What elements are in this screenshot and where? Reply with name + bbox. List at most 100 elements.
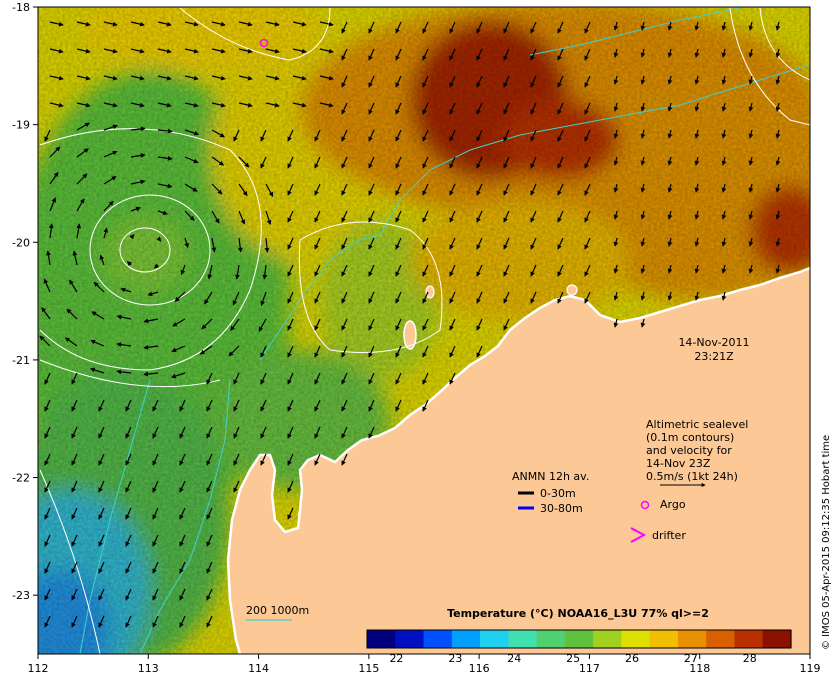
velocity-arrow (395, 345, 402, 358)
velocity-arrow (721, 291, 727, 301)
velocity-arrow (230, 318, 240, 331)
velocity-arrow (422, 129, 429, 142)
velocity-arrow (341, 345, 348, 358)
velocity-arrow (449, 75, 456, 88)
velocity-arrow (157, 128, 173, 134)
drifter-label: drifter (652, 529, 686, 542)
velocity-arrow (206, 399, 213, 412)
velocity-arrow (265, 183, 274, 198)
velocity-arrow (341, 183, 348, 196)
velocity-arrow (667, 237, 673, 247)
velocity-arrow (503, 21, 510, 34)
velocity-arrow (206, 534, 213, 547)
velocity-arrow (44, 615, 51, 628)
colorbar-swatch (762, 630, 792, 648)
velocity-arrow (476, 291, 483, 304)
velocity-arrow (143, 344, 159, 350)
velocity-arrow (292, 48, 307, 54)
velocity-arrow (667, 210, 673, 220)
velocity-arrow (125, 453, 132, 466)
sealevel-line-1: Altimetric sealevel (646, 418, 748, 431)
sealevel-line-2: (0.1m contours) (646, 431, 734, 444)
velocity-arrow (368, 264, 375, 277)
lon-tick-label: 112 (28, 662, 49, 675)
velocity-arrow (152, 534, 159, 547)
velocity-arrow (341, 264, 348, 277)
velocity-arrow (584, 75, 591, 88)
velocity-arrow (422, 102, 429, 115)
velocity-arrow (530, 102, 537, 115)
lat-tick-label: -19 (12, 119, 30, 132)
velocity-arrow (476, 75, 483, 88)
velocity-arrow (44, 561, 51, 574)
velocity-arrow (422, 318, 429, 331)
velocity-arrow (530, 264, 537, 277)
velocity-arrow (422, 399, 429, 412)
velocity-arrow (314, 291, 321, 304)
velocity-arrow (238, 210, 246, 225)
colorbar-swatch (451, 630, 481, 648)
velocity-arrow (613, 291, 619, 301)
velocity-arrow (667, 48, 673, 58)
velocity-arrow (49, 21, 64, 27)
velocity-arrow (314, 372, 321, 385)
colorbar-tick-label: 28 (743, 652, 757, 665)
velocity-arrow (125, 426, 132, 439)
velocity-arrow (314, 210, 321, 223)
velocity-arrow (613, 318, 619, 328)
velocity-arrow (49, 146, 61, 158)
velocity-arrow (640, 48, 646, 58)
velocity-arrow (476, 129, 483, 142)
velocity-arrow (530, 21, 537, 34)
velocity-arrow (120, 287, 132, 293)
velocity-arrow (292, 75, 307, 81)
velocity-arrow (64, 337, 78, 347)
velocity-arrow (476, 264, 483, 277)
velocity-arrow (157, 155, 173, 161)
velocity-arrow (341, 372, 348, 385)
velocity-arrow (422, 372, 429, 385)
velocity-arrow (287, 426, 294, 439)
velocity-arrow (125, 480, 132, 493)
velocity-arrow (640, 237, 646, 247)
velocity-arrow (368, 183, 375, 196)
velocity-arrow (89, 367, 105, 374)
velocity-arrow (640, 156, 646, 166)
colorbar-swatch (367, 630, 396, 648)
velocity-arrow (748, 210, 754, 220)
velocity-arrow (157, 102, 172, 108)
velocity-arrow (179, 588, 186, 601)
velocity-arrow (368, 399, 375, 412)
velocity-arrow (368, 102, 375, 115)
velocity-arrow (76, 173, 88, 185)
velocity-arrow (341, 129, 348, 142)
isobath-lines (79, 7, 810, 654)
velocity-arrow (449, 102, 456, 115)
velocity-arrow (775, 210, 781, 220)
velocity-arrow (341, 453, 348, 466)
velocity-arrow (258, 318, 267, 332)
velocity-arrow (76, 148, 89, 158)
velocity-arrow (211, 210, 220, 224)
colorbar-tick-label: 22 (389, 652, 403, 665)
colorbar-tick-label: 25 (566, 652, 580, 665)
velocity-arrow (125, 588, 132, 601)
velocity-arrow (775, 156, 781, 166)
velocity-arrow (341, 102, 348, 115)
velocity-arrow (368, 210, 375, 223)
symbol-legend: Argo drifter (630, 498, 686, 543)
velocity-arrow (314, 345, 321, 358)
velocity-arrow (368, 291, 375, 304)
velocity-arrow (640, 291, 646, 301)
velocity-arrow (748, 102, 754, 112)
velocity-arrow (449, 21, 456, 34)
velocity-arrow (721, 183, 727, 193)
velocity-arrow (207, 264, 213, 280)
velocity-arrow (152, 453, 159, 466)
velocity-arrow (422, 345, 429, 358)
velocity-arrow (93, 281, 105, 293)
sealevel-line-4: 14-Nov 23Z (646, 457, 711, 470)
colorbar-swatch (536, 630, 566, 648)
velocity-arrow (667, 156, 673, 166)
velocity-arrow (476, 345, 483, 358)
